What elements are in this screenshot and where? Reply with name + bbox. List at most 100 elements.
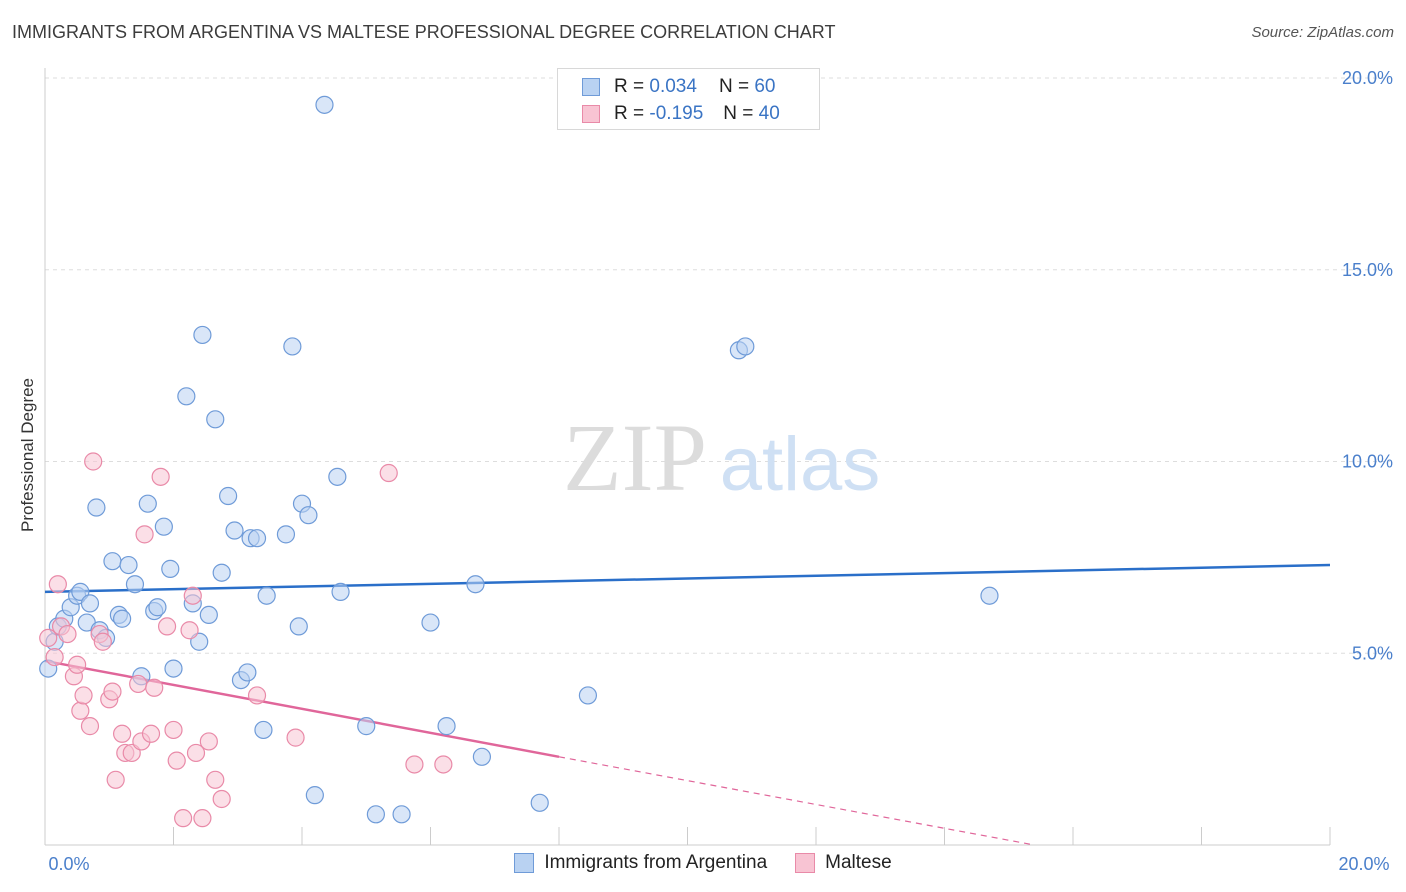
correlation-legend: R = 0.034 N = 60 R = -0.195 N = 40 <box>557 68 820 130</box>
point-maltese <box>135 525 154 544</box>
watermark-atlas: atlas <box>720 422 881 507</box>
point-argentina <box>138 494 157 513</box>
legend-r-label: R = <box>614 76 645 97</box>
axes <box>44 68 1331 846</box>
point-argentina <box>392 805 411 824</box>
series-legend: Immigrants from Argentina Maltese <box>0 852 1406 874</box>
point-argentina <box>980 586 999 605</box>
point-maltese <box>180 621 199 640</box>
point-argentina <box>254 720 273 740</box>
point-argentina <box>331 582 350 601</box>
point-maltese <box>58 624 77 644</box>
legend-r-value: 0.034 <box>649 76 697 97</box>
legend-label-argentina: Immigrants from Argentina <box>544 852 768 873</box>
point-maltese <box>247 686 267 705</box>
point-argentina <box>366 805 385 824</box>
chart-title: IMMIGRANTS FROM ARGENTINA VS MALTESE PRO… <box>12 22 836 42</box>
legend-r-value: -0.195 <box>649 103 704 124</box>
point-argentina <box>112 609 132 628</box>
point-maltese <box>186 743 206 763</box>
point-argentina <box>148 598 167 617</box>
legend-n-label: N = <box>718 76 750 97</box>
point-argentina <box>328 467 347 486</box>
legend-row-argentina: R = 0.034 N = 60 <box>582 76 775 98</box>
point-maltese <box>286 728 305 747</box>
point-argentina <box>530 793 549 812</box>
point-maltese <box>141 724 161 743</box>
point-argentina <box>80 594 100 613</box>
point-maltese <box>193 809 212 828</box>
point-argentina <box>437 717 456 736</box>
point-argentina <box>199 605 218 625</box>
point-maltese <box>174 809 193 828</box>
point-argentina <box>305 786 324 805</box>
point-argentina <box>276 525 296 544</box>
point-argentina <box>103 552 122 571</box>
point-maltese <box>405 755 424 774</box>
point-maltese <box>183 586 202 605</box>
source-label: Source: ZipAtlas.com <box>1251 24 1394 41</box>
legend-n-label: N = <box>723 103 754 124</box>
point-maltese <box>106 770 125 789</box>
legend-swatch-blue <box>514 853 535 873</box>
point-maltese <box>48 575 67 594</box>
point-maltese <box>379 463 398 483</box>
point-argentina <box>206 410 225 429</box>
point-argentina <box>289 617 308 636</box>
legend-r-label: R = <box>614 103 645 124</box>
point-maltese <box>206 770 225 789</box>
point-maltese <box>145 678 164 697</box>
x-tick-label: 0.0% <box>48 854 89 874</box>
point-argentina <box>257 586 276 605</box>
point-maltese <box>39 628 58 648</box>
watermark: ZIP atlas <box>563 404 880 511</box>
point-maltese <box>212 789 231 809</box>
point-maltese <box>151 467 170 486</box>
point-argentina <box>736 337 755 356</box>
y-tick-label: 15.0% <box>1342 260 1393 280</box>
legend-n-value: 60 <box>754 76 776 97</box>
tick-labels: 5.0% 10.0% 15.0% 20.0% 0.0% 20.0% <box>48 68 1393 874</box>
point-argentina <box>161 559 180 578</box>
point-argentina <box>247 529 267 548</box>
x-tick-label: 20.0% <box>1338 854 1389 874</box>
point-argentina <box>212 563 231 582</box>
legend-item-argentina[interactable]: Immigrants from Argentina <box>514 852 767 874</box>
point-maltese <box>74 686 93 705</box>
point-argentina <box>315 95 334 114</box>
point-maltese <box>129 674 148 694</box>
point-argentina <box>193 325 212 345</box>
point-maltese <box>112 724 132 743</box>
legend-swatch-blue <box>582 78 600 96</box>
point-maltese <box>84 452 103 471</box>
point-maltese <box>157 617 177 636</box>
point-maltese <box>80 717 100 736</box>
point-argentina <box>164 659 183 678</box>
point-argentina <box>578 686 598 705</box>
legend-n-value: 40 <box>758 103 780 124</box>
point-maltese <box>71 701 90 720</box>
grid-lines <box>45 77 1390 654</box>
point-argentina <box>219 486 238 506</box>
point-maltese <box>164 720 183 740</box>
legend-item-maltese[interactable]: Maltese <box>795 852 892 874</box>
y-tick-label: 10.0% <box>1342 452 1393 472</box>
point-maltese <box>199 732 218 751</box>
point-argentina <box>421 613 440 632</box>
point-maltese <box>434 755 453 774</box>
legend-swatch-pink <box>582 105 600 123</box>
trend-line-maltese <box>44 659 560 759</box>
trend-lines <box>44 563 1331 846</box>
point-argentina <box>87 498 106 517</box>
point-maltese <box>93 632 112 651</box>
y-tick-label: 20.0% <box>1342 68 1393 88</box>
point-argentina <box>177 387 196 406</box>
point-argentina <box>119 555 138 575</box>
point-argentina <box>472 747 491 766</box>
point-argentina <box>225 521 244 540</box>
point-maltese <box>45 647 64 667</box>
point-maltese <box>68 655 87 674</box>
data-points <box>39 95 999 828</box>
trend-line-argentina <box>44 563 1331 594</box>
